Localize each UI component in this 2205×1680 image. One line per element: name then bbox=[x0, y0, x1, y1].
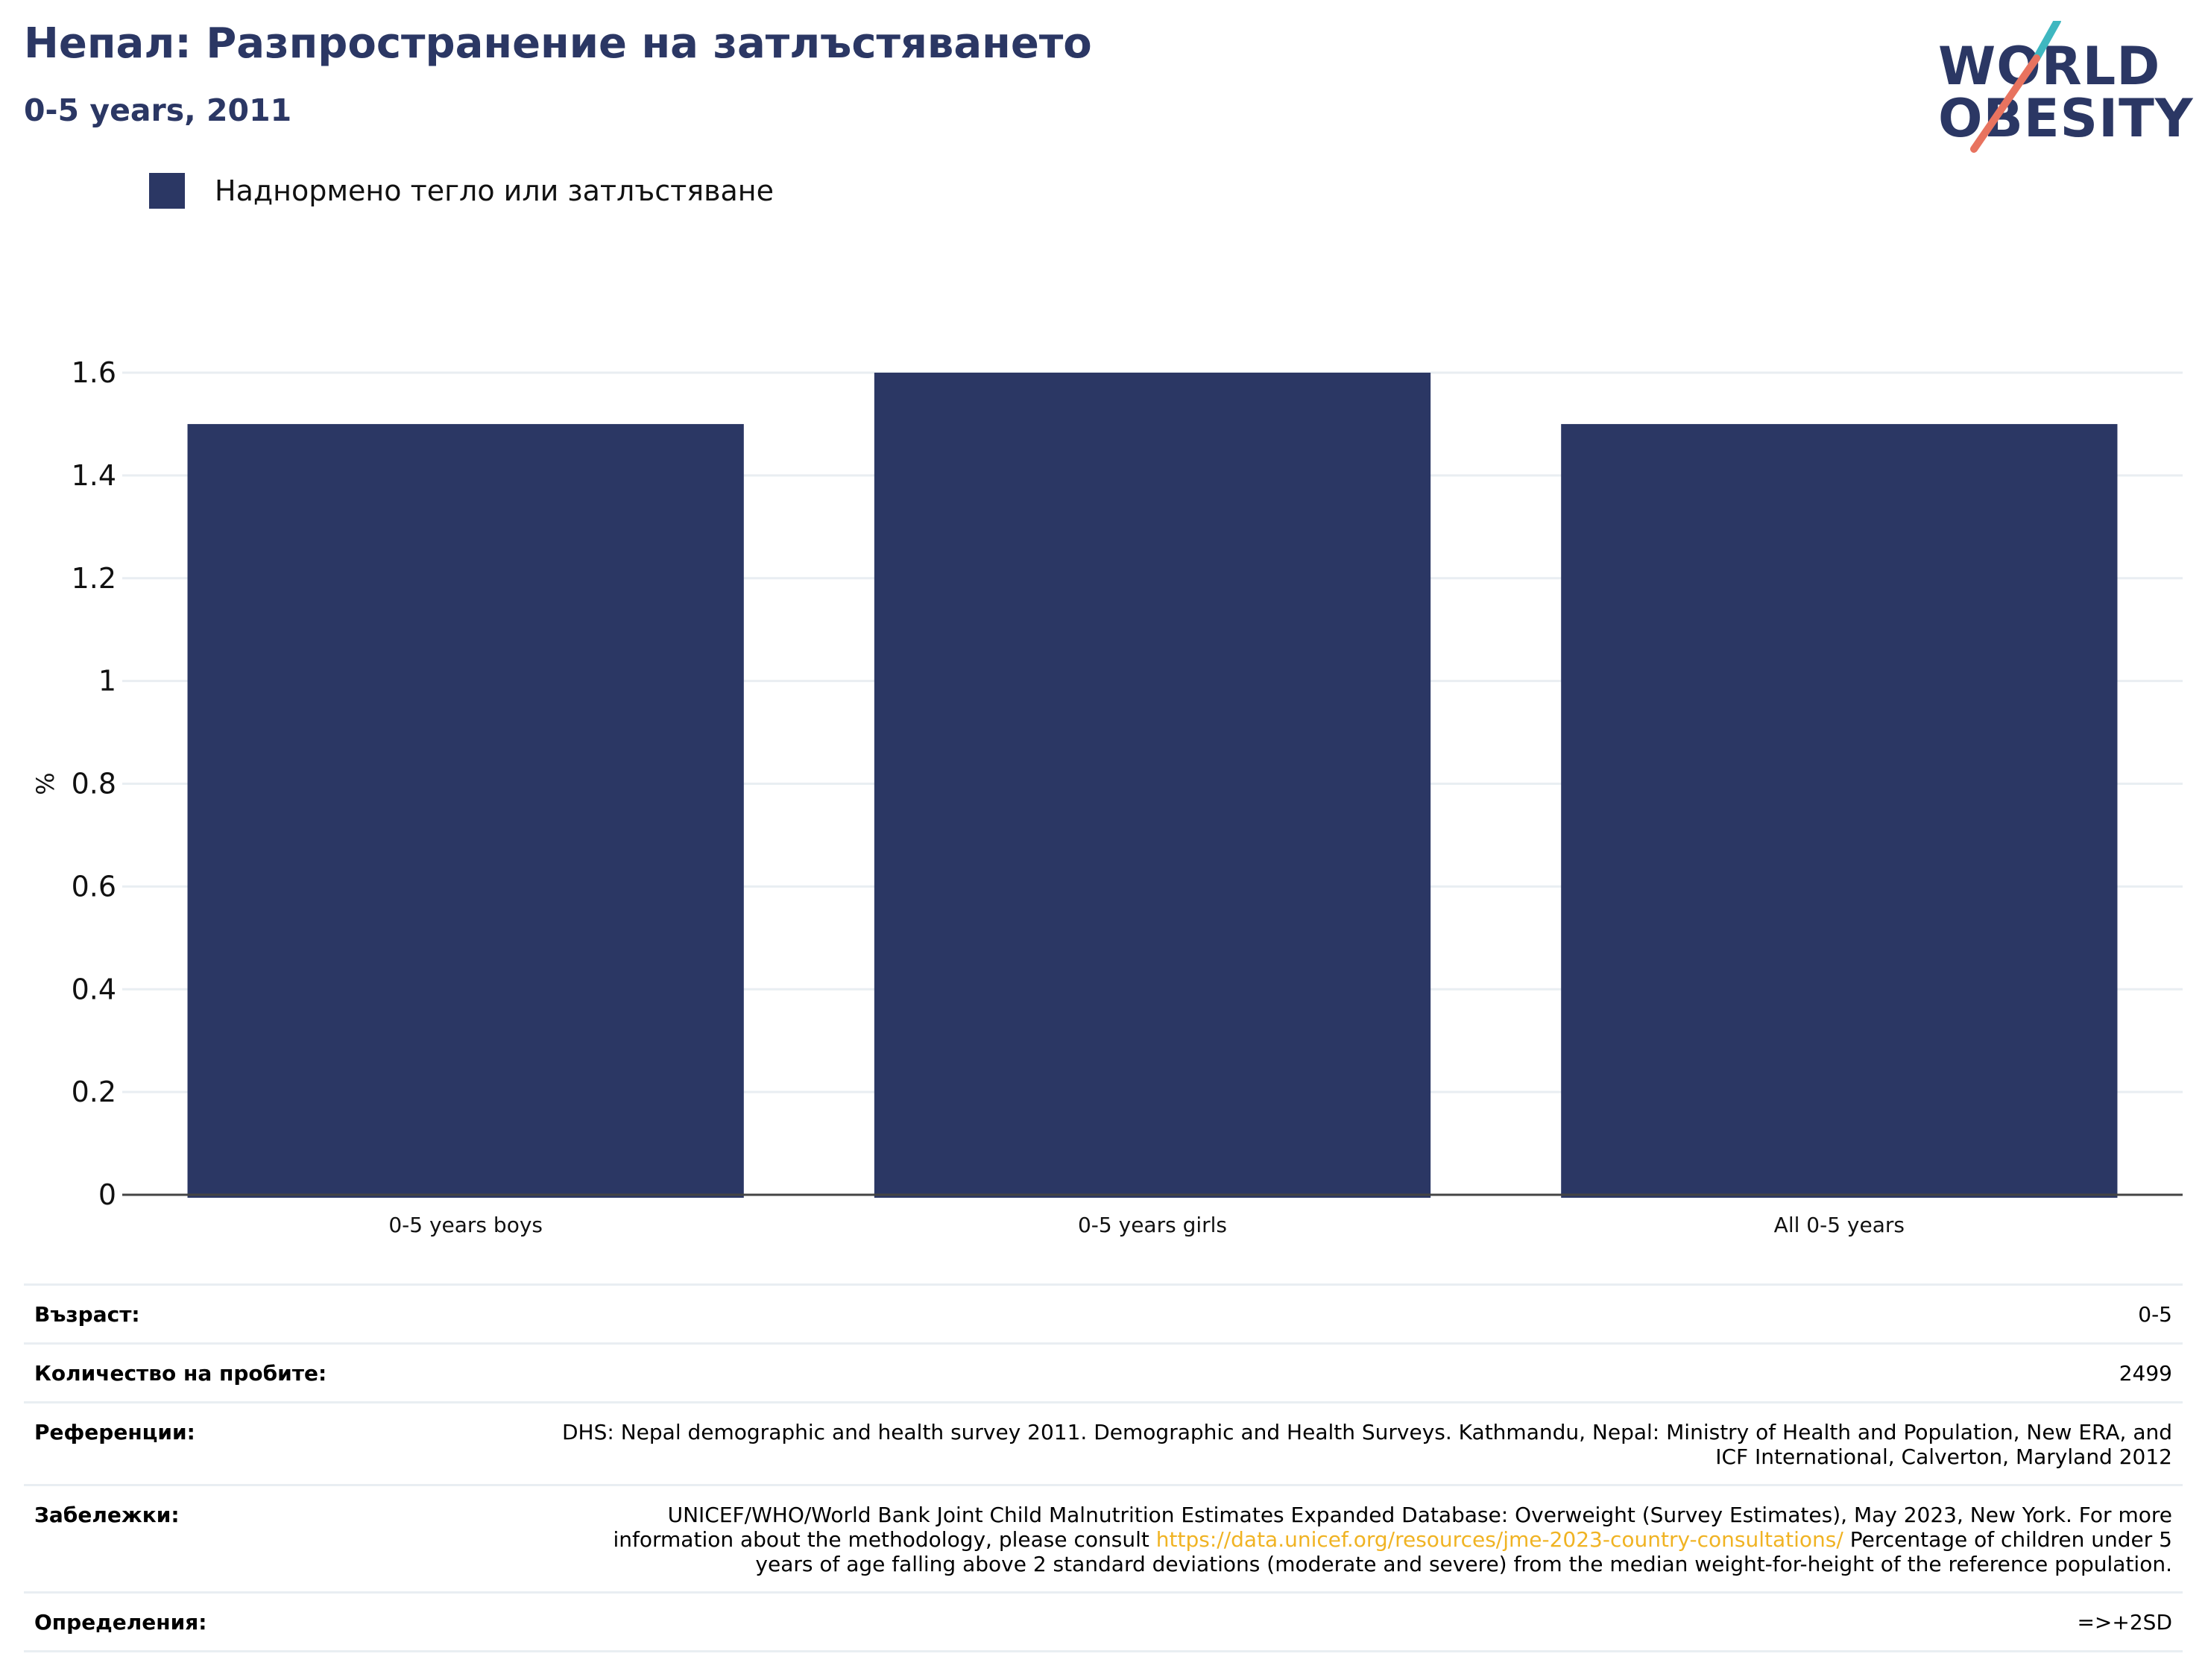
page-title: Непал: Разпространение на затлъстяването bbox=[24, 19, 1092, 68]
y-axis-label: % bbox=[31, 772, 60, 795]
metadata-table: Възраст: 0-5 Количество на пробите: 2499… bbox=[24, 1283, 2183, 1652]
meta-value-definitions: =>+2SD bbox=[2077, 1610, 2172, 1635]
logo-slash-icon bbox=[1970, 21, 2061, 153]
y-tick-label: 0.2 bbox=[72, 1076, 116, 1108]
y-tick-label: 1.6 bbox=[72, 356, 116, 389]
bar bbox=[874, 373, 1431, 1198]
legend-label: Наднормено тегло или затлъстяване bbox=[215, 174, 774, 207]
meta-value-age: 0-5 bbox=[2138, 1302, 2172, 1327]
legend-swatch bbox=[149, 173, 185, 209]
meta-row-age: Възраст: 0-5 bbox=[24, 1286, 2183, 1345]
x-tick-label: All 0-5 years bbox=[1774, 1213, 1905, 1237]
y-tick-label: 1.2 bbox=[72, 562, 116, 595]
meta-value-references: DHS: Nepal demographic and health survey… bbox=[562, 1420, 2172, 1469]
meta-label-notes: Забележки: bbox=[34, 1503, 180, 1527]
x-tick-label: 0-5 years boys bbox=[388, 1213, 543, 1237]
y-tick-label: 1 bbox=[98, 665, 116, 698]
methodology-link[interactable]: https://data.unicef.org/resources/jme-20… bbox=[1155, 1527, 1843, 1552]
meta-label-sample: Количество на пробите: bbox=[34, 1361, 327, 1386]
y-tick-label: 0.6 bbox=[72, 870, 116, 903]
meta-row-sample: Количество на пробите: 2499 bbox=[24, 1345, 2183, 1403]
notes-text-before: UNICEF/WHO/World Bank Joint Child Malnut… bbox=[613, 1503, 2173, 1552]
meta-label-references: Референции: bbox=[34, 1420, 195, 1444]
meta-label-age: Възраст: bbox=[34, 1302, 140, 1327]
meta-row-references: Референции: DHS: Nepal demographic and h… bbox=[24, 1403, 2183, 1486]
meta-value-notes: UNICEF/WHO/World Bank Joint Child Malnut… bbox=[556, 1503, 2173, 1576]
y-tick-label: 0.4 bbox=[72, 973, 116, 1005]
x-tick-label: 0-5 years girls bbox=[1078, 1213, 1227, 1237]
bar-chart: 0 0.2 0.4 0.6 0.8 1 1.2 1.4 1.6 0-5 years boys 0-5… bbox=[31, 356, 2183, 1237]
meta-row-notes: Забележки: UNICEF/WHO/World Bank Joint C… bbox=[24, 1486, 2183, 1594]
logo-line-1: WORLD bbox=[1938, 36, 2161, 97]
bar bbox=[1561, 423, 2118, 1198]
y-tick-label: 1.4 bbox=[72, 459, 116, 492]
world-obesity-logo: WORLD OBESITY bbox=[1938, 21, 2193, 162]
page-subtitle: 0-5 years, 2011 bbox=[24, 92, 292, 128]
meta-value-sample: 2499 bbox=[2119, 1361, 2172, 1386]
y-tick-label: 0.8 bbox=[72, 768, 116, 800]
bar bbox=[187, 423, 744, 1198]
meta-label-definitions: Определения: bbox=[34, 1610, 207, 1635]
notes-text-after: Percentage of children under 5 years of … bbox=[755, 1527, 2172, 1576]
meta-row-definitions: Определения: =>+2SD bbox=[24, 1594, 2183, 1652]
y-tick-label: 0 bbox=[98, 1178, 116, 1211]
